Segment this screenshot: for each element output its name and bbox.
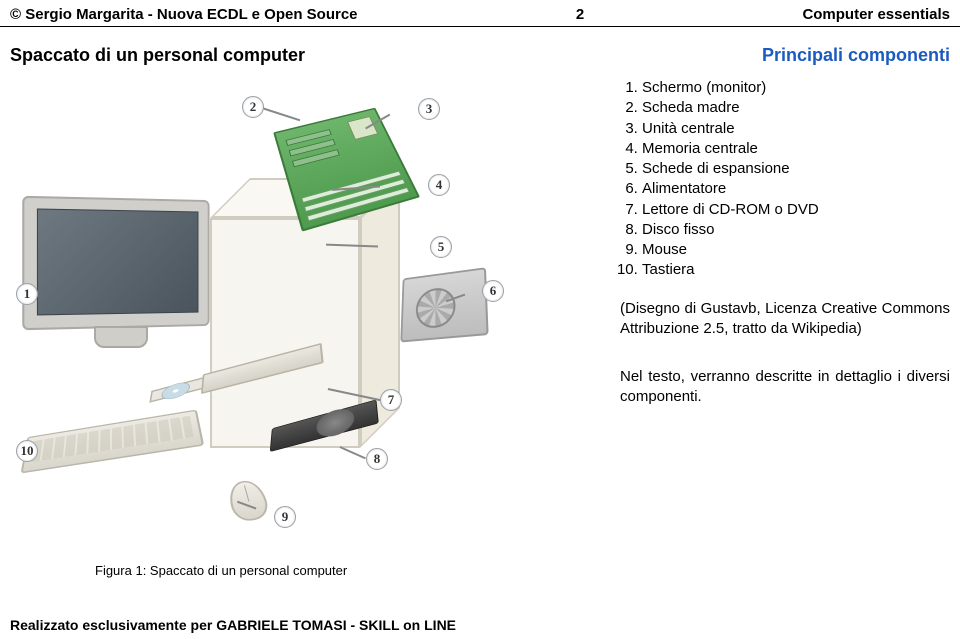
component-list: Schermo (monitor) Scheda madre Unità cen…: [642, 78, 950, 281]
leader-line: [262, 107, 301, 121]
content-area: 1 2 3 4 5 6 7 8 9 10 Schermo (monitor) S…: [0, 66, 960, 508]
header-center: 2: [576, 6, 584, 23]
psu-fan-icon: [415, 286, 455, 330]
section-title-left: Spaccato di un personal computer: [10, 45, 305, 66]
page-header: © Sergio Margarita - Nuova ECDL e Open S…: [0, 0, 960, 27]
callout-8: 8: [366, 448, 388, 470]
monitor-stand: [94, 326, 148, 348]
cd-disc-icon: [160, 380, 190, 402]
exploded-pc-diagram: 1 2 3 4 5 6 7 8 9 10: [10, 78, 590, 508]
list-item: Tastiera: [642, 260, 950, 280]
callout-9: 9: [274, 506, 296, 528]
power-supply: [400, 267, 488, 342]
page-footer: Realizzato esclusivamente per GABRIELE T…: [10, 617, 456, 633]
monitor: [24, 198, 214, 348]
header-left: © Sergio Margarita - Nuova ECDL e Open S…: [10, 6, 358, 23]
list-item: Lettore di CD-ROM o DVD: [642, 200, 950, 220]
figure-column: 1 2 3 4 5 6 7 8 9 10: [10, 78, 600, 508]
text-column: Schermo (monitor) Scheda madre Unità cen…: [600, 78, 950, 508]
header-right: Computer essentials: [802, 6, 950, 23]
keyboard: [21, 410, 205, 474]
list-item: Mouse: [642, 240, 950, 260]
callout-7: 7: [380, 389, 402, 411]
section-title-right: Principali componenti: [762, 45, 950, 66]
callout-5: 5: [430, 236, 452, 258]
title-row: Spaccato di un personal computer Princip…: [0, 27, 960, 66]
list-item: Scheda madre: [642, 98, 950, 118]
figure-caption: Figura 1: Spaccato di un personal comput…: [95, 563, 347, 578]
list-item: Schede di espansione: [642, 159, 950, 179]
list-item: Disco fisso: [642, 220, 950, 240]
callout-1: 1: [16, 283, 38, 305]
attribution-text: (Disegno di Gustavb, Licenza Creative Co…: [620, 299, 950, 340]
note-text: Nel testo, verranno descritte in dettagl…: [620, 367, 950, 408]
list-item: Schermo (monitor): [642, 78, 950, 98]
monitor-screen: [37, 208, 199, 315]
list-item: Unità centrale: [642, 119, 950, 139]
callout-10: 10: [16, 440, 38, 462]
callout-3: 3: [418, 98, 440, 120]
list-item: Alimentatore: [642, 179, 950, 199]
mouse-icon: [226, 478, 272, 523]
monitor-bezel: [22, 196, 209, 330]
callout-6: 6: [482, 280, 504, 302]
list-item: Memoria centrale: [642, 139, 950, 159]
keyboard-keys: [30, 416, 194, 463]
cpu-chip: [347, 116, 378, 140]
callout-2: 2: [242, 96, 264, 118]
callout-4: 4: [428, 174, 450, 196]
